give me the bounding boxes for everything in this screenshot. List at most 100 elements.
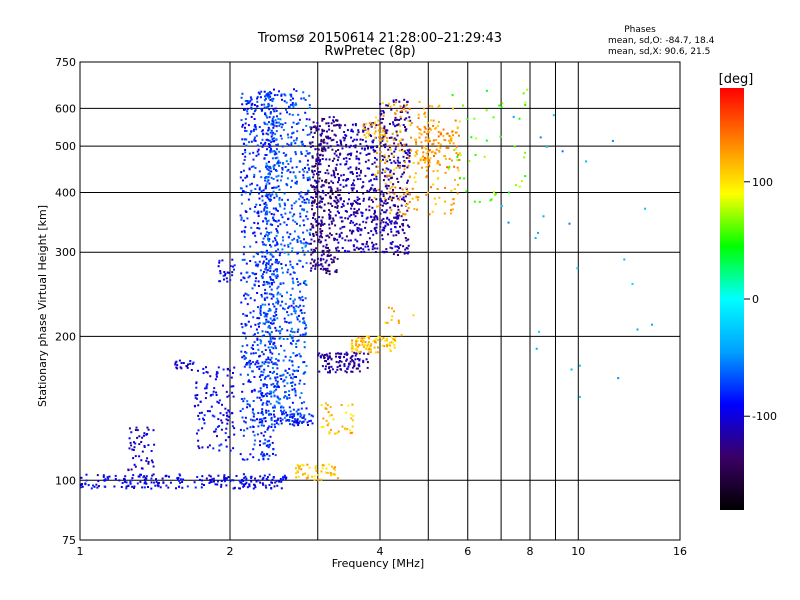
echo-point <box>267 238 270 241</box>
echo-point <box>249 100 252 103</box>
echo-point <box>331 205 334 207</box>
echo-point <box>390 176 393 179</box>
echo-point <box>198 418 201 421</box>
echo-point <box>317 354 319 357</box>
echo-point <box>371 123 374 126</box>
echo-point <box>277 397 280 400</box>
echo-point <box>307 250 309 253</box>
echo-point <box>254 188 257 190</box>
echo-point <box>362 129 365 132</box>
echo-point <box>336 210 339 213</box>
echo-point <box>361 138 364 141</box>
echo-point <box>321 184 324 187</box>
echo-point <box>272 97 275 100</box>
echo-point <box>261 241 264 244</box>
echo-point <box>280 126 283 129</box>
echo-point <box>299 260 302 262</box>
echo-point <box>381 130 384 133</box>
echo-point <box>330 187 333 190</box>
echo-point <box>198 447 201 450</box>
echo-point <box>262 395 265 397</box>
echo-point <box>226 422 229 425</box>
echo-point <box>358 223 361 226</box>
echo-point <box>255 361 258 364</box>
echo-point <box>401 223 404 226</box>
echo-point <box>384 143 387 146</box>
echo-point <box>442 128 445 131</box>
echo-point <box>384 161 386 164</box>
echo-point <box>365 221 368 224</box>
echo-point <box>351 419 354 422</box>
echo-point <box>264 303 267 306</box>
echo-point <box>190 369 193 371</box>
echo-point <box>215 428 218 431</box>
echo-point <box>382 114 385 117</box>
echo-point <box>301 265 304 268</box>
echo-point <box>275 386 278 388</box>
echo-point <box>243 142 245 145</box>
echo-point <box>489 199 492 202</box>
echo-point <box>269 443 271 446</box>
echo-point <box>118 479 121 482</box>
echo-point <box>114 478 117 480</box>
echo-point <box>333 237 336 240</box>
echo-point <box>241 103 244 106</box>
echo-point <box>385 250 388 253</box>
echo-point <box>363 147 366 150</box>
echo-point <box>252 316 255 319</box>
echo-point <box>266 252 269 255</box>
echo-point <box>370 220 373 223</box>
echo-point <box>296 318 299 321</box>
echo-point <box>284 264 287 267</box>
echo-point <box>195 397 198 400</box>
echo-point <box>268 146 271 149</box>
echo-point <box>337 144 340 147</box>
echo-point <box>291 385 294 387</box>
echo-point <box>438 163 441 166</box>
echo-point <box>351 171 354 174</box>
echo-point <box>259 481 262 484</box>
echo-point <box>381 171 384 174</box>
echo-point <box>437 106 440 109</box>
echo-point <box>159 486 162 489</box>
echo-point <box>278 150 281 153</box>
echo-point <box>194 394 197 397</box>
echo-point <box>399 115 402 118</box>
echo-point <box>274 275 277 278</box>
echo-point <box>167 486 170 489</box>
echo-point <box>216 435 218 438</box>
echo-point <box>415 151 418 154</box>
echo-point <box>381 204 384 207</box>
echo-point <box>285 396 288 399</box>
echo-point <box>352 230 355 233</box>
echo-point <box>285 476 288 479</box>
echo-point <box>267 409 270 412</box>
echo-point <box>306 163 309 166</box>
echo-point <box>208 410 211 413</box>
echo-point <box>280 409 282 412</box>
echo-point <box>383 156 386 159</box>
echo-point <box>244 337 247 340</box>
echo-point <box>250 390 253 393</box>
echo-point <box>305 241 308 244</box>
echo-point <box>320 140 323 143</box>
echo-point <box>125 481 128 484</box>
echo-point <box>376 351 379 354</box>
echo-point <box>138 435 141 438</box>
echo-point <box>257 253 259 256</box>
echo-point <box>439 133 442 136</box>
echo-point <box>277 117 280 120</box>
echo-point <box>290 376 293 379</box>
echo-point <box>279 282 282 285</box>
echo-point <box>181 486 184 489</box>
echo-point <box>285 419 288 422</box>
echo-point <box>262 189 265 192</box>
echo-point <box>280 263 283 265</box>
echo-point <box>385 192 388 195</box>
echo-point <box>269 145 272 148</box>
echo-point <box>389 206 392 209</box>
echo-point <box>392 100 395 103</box>
echo-point <box>141 436 144 439</box>
echo-point <box>325 136 328 139</box>
echo-point <box>288 106 291 109</box>
